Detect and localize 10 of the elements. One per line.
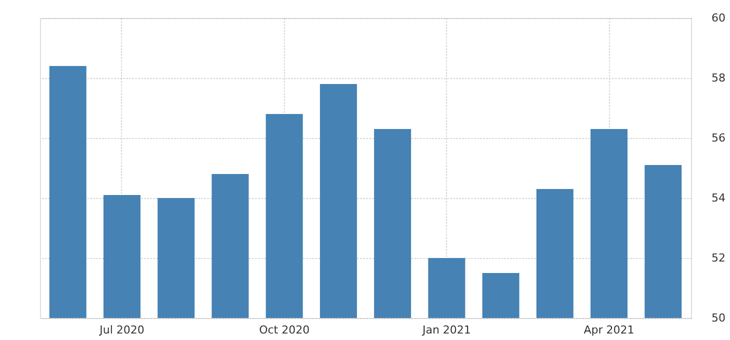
y-tick-label: 54 xyxy=(712,192,726,204)
x-tick-label: Oct 2020 xyxy=(259,324,310,336)
x-tick-label: Apr 2021 xyxy=(584,324,634,336)
x-tick-label: Jan 2021 xyxy=(421,324,471,336)
y-tick-label: 58 xyxy=(712,72,726,84)
y-tick-label: 50 xyxy=(712,312,726,324)
y-tick-label: 60 xyxy=(712,12,726,24)
y-tick-label: 52 xyxy=(712,252,726,264)
y-tick-label: 56 xyxy=(712,132,726,144)
x-tick-label: Jul 2020 xyxy=(98,324,144,336)
